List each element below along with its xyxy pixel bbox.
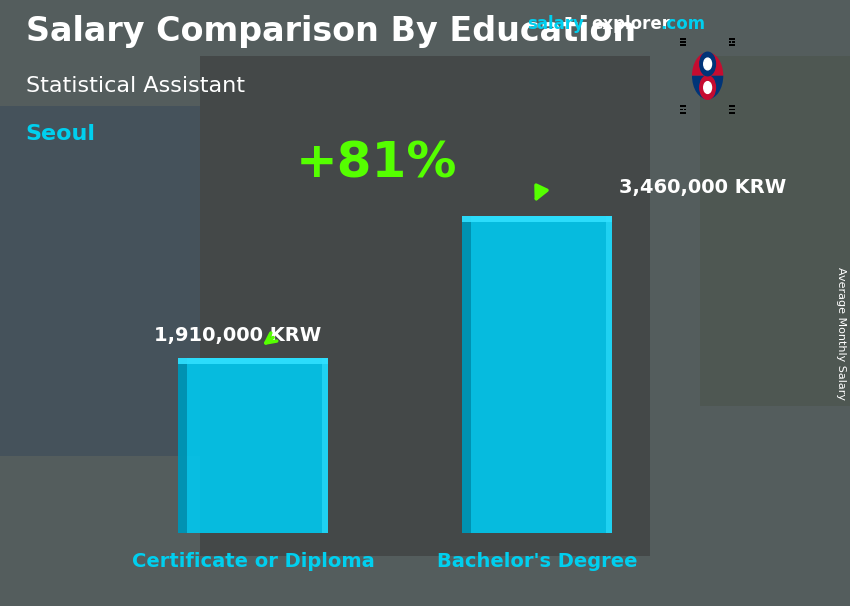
Text: 1,910,000 KRW: 1,910,000 KRW <box>155 327 321 345</box>
Circle shape <box>700 52 716 76</box>
Bar <box>178 358 328 364</box>
Text: Average Monthly Salary: Average Monthly Salary <box>836 267 846 400</box>
Bar <box>462 216 612 222</box>
Bar <box>729 38 734 39</box>
Bar <box>0 106 200 456</box>
Bar <box>462 216 472 533</box>
Bar <box>681 38 686 39</box>
Text: Certificate or Diploma: Certificate or Diploma <box>132 552 374 571</box>
Text: Statistical Assistant: Statistical Assistant <box>26 76 245 96</box>
Bar <box>681 105 686 107</box>
Text: .com: .com <box>660 15 706 33</box>
Bar <box>178 358 328 533</box>
Wedge shape <box>692 76 723 99</box>
Bar <box>681 41 686 43</box>
Text: Seoul: Seoul <box>26 124 95 144</box>
Bar <box>462 216 612 533</box>
Circle shape <box>704 82 711 93</box>
Bar <box>733 41 735 43</box>
Text: Salary Comparison By Education: Salary Comparison By Education <box>26 15 636 48</box>
Bar <box>680 108 683 110</box>
Circle shape <box>704 58 711 70</box>
Bar <box>681 112 686 114</box>
Bar <box>683 108 686 110</box>
Bar <box>178 358 187 533</box>
Bar <box>681 44 686 46</box>
Bar <box>200 56 650 556</box>
Bar <box>700 56 850 406</box>
Text: salary: salary <box>527 15 584 33</box>
Bar <box>729 108 734 110</box>
Text: explorer: explorer <box>591 15 670 33</box>
Text: +81%: +81% <box>296 139 457 187</box>
Text: Bachelor's Degree: Bachelor's Degree <box>437 552 638 571</box>
Bar <box>322 358 328 533</box>
Bar <box>729 41 732 43</box>
Bar <box>729 112 734 114</box>
Circle shape <box>700 76 716 99</box>
Wedge shape <box>692 52 723 76</box>
Bar <box>606 216 612 533</box>
Bar <box>729 105 734 107</box>
Text: 3,460,000 KRW: 3,460,000 KRW <box>620 178 787 197</box>
Bar <box>729 44 734 46</box>
